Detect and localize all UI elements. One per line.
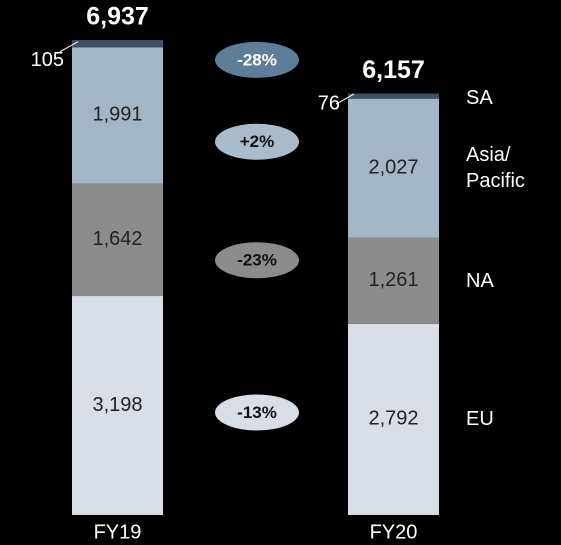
bar-segment [72,40,163,48]
bar-segment [72,296,163,515]
value-label: 3,198 [92,394,142,416]
leader-line [59,41,79,53]
legend-label: Asia/ Pacific [466,144,525,193]
change-badge [215,41,299,78]
total-label: 6,157 [362,56,425,84]
bar-segment [348,93,439,99]
bar-segment [348,323,439,515]
value-label: 76 [318,92,340,114]
change-label: -13% [237,403,277,422]
x-tick-label: FY19 [94,521,142,543]
change-label: +2% [240,132,275,151]
x-tick-label: FY20 [370,521,418,543]
change-badge [215,394,299,431]
value-label: 2,792 [368,408,418,430]
value-label: 105 [31,49,64,71]
bar-segment [348,98,439,238]
legend-label: NA [466,269,494,292]
bar-segment [348,237,439,324]
leader-line [335,93,355,105]
value-label: 2,027 [368,156,418,178]
change-label: -28% [237,50,277,69]
change-badge [215,123,299,160]
value-label: 1,642 [92,228,142,250]
change-label: -23% [237,251,277,270]
bar-segment [72,183,163,297]
total-label: 6,937 [86,3,149,31]
bar-segment [72,47,163,184]
value-label: 1,991 [92,104,142,126]
change-badge [215,242,299,279]
legend-label: EU [466,408,494,431]
legend-label: SA [466,87,493,110]
value-label: 1,261 [368,269,418,291]
